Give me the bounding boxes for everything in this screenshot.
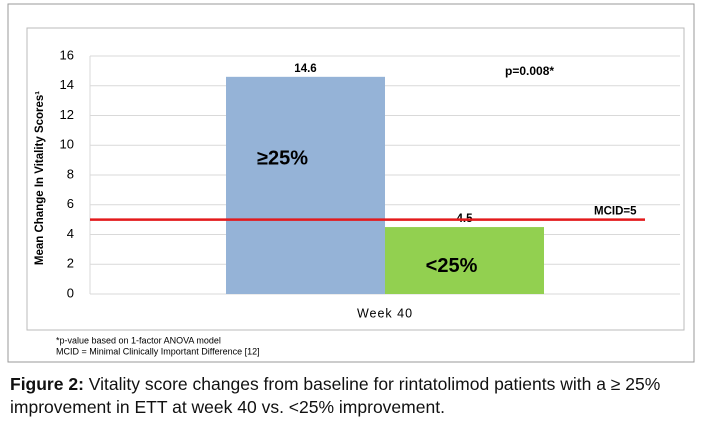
value-label: 14.6 xyxy=(294,63,316,75)
figure-border xyxy=(7,3,695,363)
reference-label: MCID=5 xyxy=(594,206,637,218)
chart-border xyxy=(26,27,685,331)
y-tick-label: 2 xyxy=(67,256,74,271)
x-tick-label: Week 40 xyxy=(357,306,413,320)
y-tick-label: 16 xyxy=(60,47,74,62)
y-tick-label: 8 xyxy=(67,166,74,181)
caption-label: Figure 2: xyxy=(10,374,84,394)
annotation: p=0.008* xyxy=(505,64,554,78)
y-tick-label: 0 xyxy=(67,285,74,300)
y-tick-label: 10 xyxy=(60,137,74,152)
y-tick-label: 4 xyxy=(67,226,74,241)
bar xyxy=(385,227,544,294)
y-tick-label: 12 xyxy=(60,107,74,122)
y-axis-label: Mean Change In Vitality Scores¹ xyxy=(34,91,46,265)
chart: Mean Change In Vitality Scores¹ p=0.008*… xyxy=(7,3,695,363)
caption-text: Vitality score changes from baseline for… xyxy=(10,374,661,417)
series-label: ≥25% xyxy=(257,148,308,170)
y-tick-label: 14 xyxy=(60,77,74,92)
footnote: *p-value based on 1-factor ANOVA model xyxy=(56,335,221,345)
y-tick-label: 6 xyxy=(67,196,74,211)
footnote: MCID = Minimal Clinically Important Diff… xyxy=(56,346,260,356)
series-label: <25% xyxy=(426,255,478,277)
bar xyxy=(226,76,385,294)
caption: Figure 2: Vitality score changes from ba… xyxy=(10,373,696,419)
